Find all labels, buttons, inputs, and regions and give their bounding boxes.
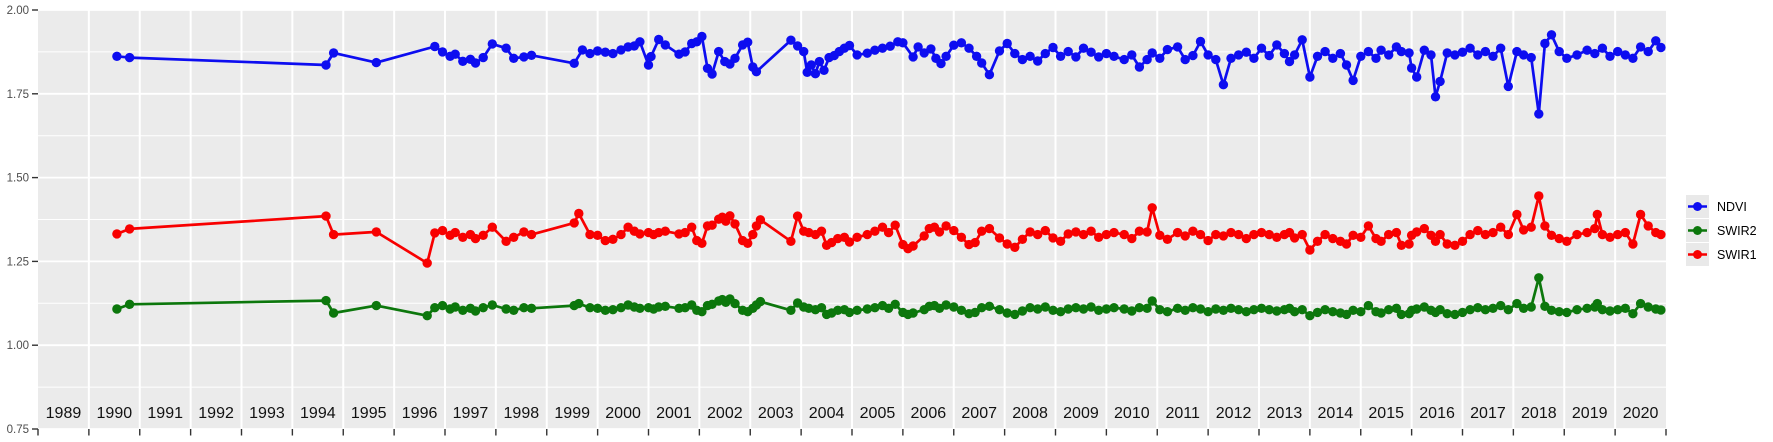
svg-text:1996: 1996 <box>402 405 438 422</box>
svg-text:2.00: 2.00 <box>7 5 29 17</box>
svg-text:2004: 2004 <box>809 405 845 422</box>
svg-text:1994: 1994 <box>300 405 336 422</box>
legend-key-ndvi-icon <box>1686 195 1709 218</box>
svg-text:2020: 2020 <box>1623 405 1659 422</box>
svg-text:2016: 2016 <box>1419 405 1455 422</box>
legend-item-ndvi: NDVI <box>1686 195 1757 218</box>
svg-text:1.00: 1.00 <box>7 340 29 352</box>
svg-text:0.75: 0.75 <box>7 424 29 436</box>
series-SWIR1 <box>112 191 1666 268</box>
legend-label-ndvi: NDVI <box>1717 199 1747 214</box>
svg-text:1997: 1997 <box>453 405 489 422</box>
legend-label-swir2: SWIR2 <box>1717 223 1757 238</box>
svg-text:1.50: 1.50 <box>7 173 29 185</box>
svg-text:2019: 2019 <box>1572 405 1608 422</box>
svg-text:2015: 2015 <box>1368 405 1404 422</box>
svg-text:2001: 2001 <box>656 405 692 422</box>
svg-text:2002: 2002 <box>707 405 743 422</box>
svg-text:1992: 1992 <box>198 405 234 422</box>
svg-text:2012: 2012 <box>1216 405 1252 422</box>
x-axis-ticks <box>37 429 1667 436</box>
svg-text:2009: 2009 <box>1063 405 1099 422</box>
svg-text:2017: 2017 <box>1470 405 1506 422</box>
svg-text:1.25: 1.25 <box>7 256 29 268</box>
svg-text:1989: 1989 <box>46 405 82 422</box>
legend-item-swir2: SWIR2 <box>1686 219 1757 242</box>
series-SWIR2 <box>112 273 1666 321</box>
gridlines-year-boundaries <box>87 10 1617 429</box>
svg-text:2000: 2000 <box>605 405 641 422</box>
y-axis-labels: 0.75 1.00 1.25 1.50 1.75 2.00 <box>7 5 29 436</box>
legend: NDVI SWIR2 SWIR1 <box>1686 195 1757 266</box>
x-axis-year-labels: 1989 1990 1991 1992 1993 1994 1995 1996 1997 1998… <box>46 405 1659 422</box>
svg-text:2006: 2006 <box>911 405 947 422</box>
legend-key-swir1-icon <box>1686 243 1709 266</box>
svg-text:1990: 1990 <box>97 405 133 422</box>
y-axis-ticks <box>32 9 38 430</box>
svg-text:2011: 2011 <box>1165 405 1200 422</box>
svg-text:1991: 1991 <box>147 405 183 422</box>
svg-text:2008: 2008 <box>1012 405 1048 422</box>
svg-text:2014: 2014 <box>1318 405 1354 422</box>
svg-text:1995: 1995 <box>351 405 387 422</box>
svg-text:1998: 1998 <box>504 405 540 422</box>
svg-text:2003: 2003 <box>758 405 794 422</box>
svg-text:2013: 2013 <box>1267 405 1303 422</box>
svg-text:1.75: 1.75 <box>7 89 29 101</box>
svg-text:1993: 1993 <box>249 405 285 422</box>
svg-text:2005: 2005 <box>860 405 896 422</box>
svg-text:1999: 1999 <box>554 405 590 422</box>
legend-key-swir2-icon <box>1686 219 1709 242</box>
legend-item-swir1: SWIR1 <box>1686 243 1757 266</box>
legend-label-swir1: SWIR1 <box>1717 247 1757 262</box>
series-NDVI <box>112 30 1666 119</box>
svg-text:2010: 2010 <box>1114 405 1150 422</box>
svg-text:2018: 2018 <box>1521 405 1557 422</box>
svg-text:2007: 2007 <box>961 405 997 422</box>
